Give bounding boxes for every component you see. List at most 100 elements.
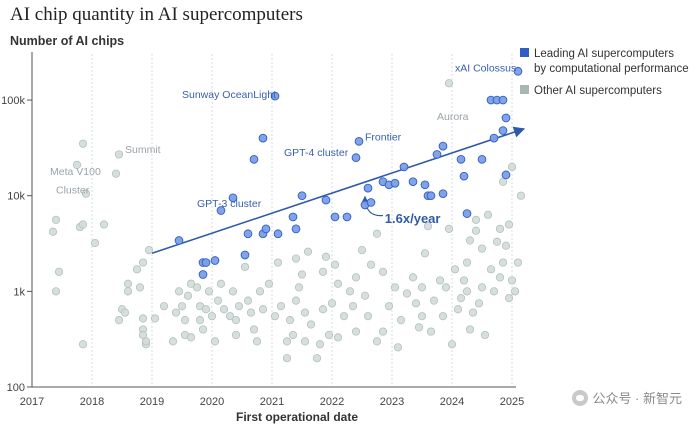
data-point-other (414, 323, 424, 332)
data-point-other (159, 302, 169, 311)
data-point-other (516, 191, 526, 200)
data-point-other (507, 162, 517, 172)
data-point-leading (270, 91, 280, 101)
data-point-other (48, 227, 58, 236)
data-point-other (465, 325, 475, 334)
data-point-other (306, 320, 316, 329)
data-point-leading (288, 212, 298, 222)
data-point-other (402, 289, 412, 298)
data-point-other (444, 224, 454, 233)
data-point-other (396, 316, 406, 325)
annotation-label: Summit (125, 144, 161, 156)
data-point-other (327, 299, 337, 308)
data-point-other (291, 254, 301, 263)
data-point-other (420, 249, 430, 258)
data-point-other (243, 296, 253, 305)
data-point-other (294, 283, 304, 292)
data-point-other (255, 287, 265, 296)
data-point-other (210, 337, 220, 346)
data-point-other (510, 287, 520, 296)
data-point-other (213, 296, 223, 305)
data-point-other (468, 308, 478, 317)
data-point-other (318, 305, 328, 314)
data-point-other (282, 337, 292, 346)
data-point-other (138, 258, 148, 267)
leading-supercomputers-layer (174, 66, 523, 279)
data-point-other (312, 354, 322, 363)
data-point-leading (459, 171, 469, 181)
data-point-other (357, 245, 367, 255)
data-point-leading (354, 137, 364, 146)
legend: Leading AI supercomputers by computationa… (520, 48, 689, 97)
data-point-leading (201, 258, 211, 267)
data-point-other (339, 312, 349, 321)
data-point-other (324, 330, 334, 340)
data-point-other (168, 337, 178, 346)
data-point-other (504, 294, 514, 303)
data-point-leading (498, 126, 508, 135)
data-point-leading (513, 66, 523, 76)
x-tick-label: 2022 (320, 396, 344, 408)
data-point-leading (240, 250, 250, 260)
data-point-other (249, 325, 259, 334)
data-point-leading (321, 195, 331, 205)
data-point-leading (489, 133, 499, 143)
data-point-other (300, 337, 310, 346)
data-point-other (408, 273, 418, 282)
data-point-other (207, 312, 217, 321)
legend-label: by computational performance (534, 63, 689, 75)
data-point-other (372, 229, 382, 238)
data-point-leading (498, 95, 508, 105)
data-point-other (78, 139, 88, 148)
annotation-label: Meta V100 (50, 166, 101, 178)
data-point-other (333, 333, 343, 342)
data-point-other (132, 265, 142, 274)
data-point-other (441, 283, 451, 292)
data-point-other (351, 327, 361, 336)
data-point-other (417, 312, 427, 321)
data-point-other (123, 287, 133, 296)
data-point-other (186, 333, 196, 342)
data-point-other (477, 283, 487, 292)
data-point-other (291, 296, 301, 305)
data-point-other (186, 279, 196, 288)
watermark: 公众号 · 新智元 (572, 388, 682, 407)
data-point-other (240, 262, 250, 272)
data-point-other (174, 287, 184, 296)
data-point-other (465, 236, 475, 245)
x-axis-title: First operational date (236, 410, 358, 424)
legend-label: Leading AI supercomputers (534, 48, 674, 60)
data-point-other (495, 273, 505, 282)
data-point-other (378, 267, 388, 276)
data-point-leading (462, 209, 472, 218)
data-point-other (288, 330, 298, 340)
data-point-other (507, 276, 517, 285)
data-point-other (489, 287, 499, 296)
data-point-other (192, 283, 202, 292)
data-point-other (114, 316, 124, 325)
data-point-other (51, 287, 61, 296)
data-point-other (282, 354, 292, 363)
data-point-other (183, 291, 193, 300)
data-point-other (180, 316, 190, 325)
x-tick-label: 2018 (80, 396, 104, 408)
data-point-other (438, 312, 448, 321)
data-point-other (492, 237, 502, 246)
data-point-other (486, 265, 496, 274)
data-point-other (264, 279, 274, 288)
x-tick-label: 2020 (200, 396, 224, 408)
data-point-other (51, 215, 61, 224)
data-point-other (393, 343, 403, 352)
data-point-leading (438, 141, 448, 151)
data-point-other (228, 287, 238, 296)
data-point-other (234, 302, 244, 311)
annotation-label: Sunway OceanLight (182, 89, 276, 101)
data-point-leading (501, 170, 511, 180)
data-point-other (474, 299, 484, 308)
data-point-other (219, 305, 229, 314)
trend-line (151, 126, 526, 255)
data-point-leading (258, 133, 268, 143)
x-tick-label: 2021 (260, 396, 284, 408)
annotation-label: GPT-4 cluster (284, 147, 349, 159)
data-point-other (150, 314, 160, 323)
